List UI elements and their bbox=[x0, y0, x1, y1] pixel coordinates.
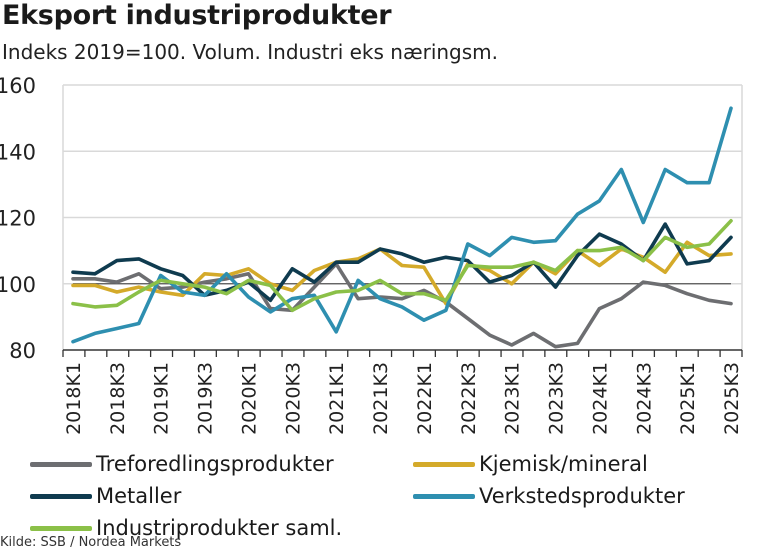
series-line-industriprodukter-saml- bbox=[71, 219, 733, 313]
y-tick-label: 120 bbox=[0, 207, 36, 231]
legend-label: Industriprodukter saml. bbox=[96, 516, 343, 540]
x-tick-label: 2019K1 bbox=[151, 362, 173, 435]
source-note: Kilde: SSB / Nordea Markets bbox=[0, 535, 182, 550]
x-tick-label: 2020K1 bbox=[238, 362, 260, 435]
legend-item: Kjemisk/mineral bbox=[413, 452, 648, 476]
legend-label: Verkstedsprodukter bbox=[479, 484, 685, 508]
legend-item: Verkstedsprodukter bbox=[413, 484, 685, 508]
series-line-metaller bbox=[71, 222, 733, 303]
chart-subtitle: Indeks 2019=100. Volum. Industri eks nær… bbox=[2, 40, 499, 64]
x-tick-label: 2018K1 bbox=[63, 362, 85, 435]
legend-swatch bbox=[30, 461, 92, 467]
legend-swatch bbox=[30, 493, 92, 499]
x-tick-label: 2022K1 bbox=[414, 362, 436, 435]
y-tick-label: 100 bbox=[0, 273, 36, 297]
y-tick-label: 160 bbox=[0, 74, 36, 98]
x-tick-label: 2020K3 bbox=[282, 362, 304, 435]
legend-swatch bbox=[413, 461, 475, 467]
y-tick-label: 80 bbox=[9, 339, 36, 363]
legend-label: Treforedlingsprodukter bbox=[96, 452, 334, 476]
x-tick-label: 2023K1 bbox=[502, 362, 524, 435]
legend-swatch bbox=[413, 493, 475, 499]
legend-swatch bbox=[30, 525, 92, 531]
legend-item: Industriprodukter saml. bbox=[30, 516, 342, 540]
legend-item: Metaller bbox=[30, 484, 181, 508]
x-tick-label: 2022K3 bbox=[458, 362, 480, 435]
legend-label: Kjemisk/mineral bbox=[479, 452, 648, 476]
x-tick-label: 2023K3 bbox=[546, 362, 568, 435]
x-tick-label: 2024K3 bbox=[633, 362, 655, 435]
series-line-treforedlingsprodukter bbox=[71, 262, 733, 349]
x-tick-label: 2025K3 bbox=[721, 362, 743, 435]
x-tick-label: 2021K1 bbox=[326, 362, 348, 435]
x-tick-label: 2025K1 bbox=[677, 362, 699, 435]
legend-item: Treforedlingsprodukter bbox=[30, 452, 334, 476]
x-tick-label: 2019K3 bbox=[195, 362, 217, 435]
legend-label: Metaller bbox=[96, 484, 182, 508]
y-tick-label: 140 bbox=[0, 140, 36, 164]
series-line-verkstedsprodukter bbox=[71, 106, 733, 344]
x-tick-label: 2021K3 bbox=[370, 362, 392, 435]
x-tick-label: 2018K3 bbox=[107, 362, 129, 435]
chart-title: Eksport industriprodukter bbox=[2, 0, 392, 31]
x-tick-label: 2024K1 bbox=[589, 362, 611, 435]
